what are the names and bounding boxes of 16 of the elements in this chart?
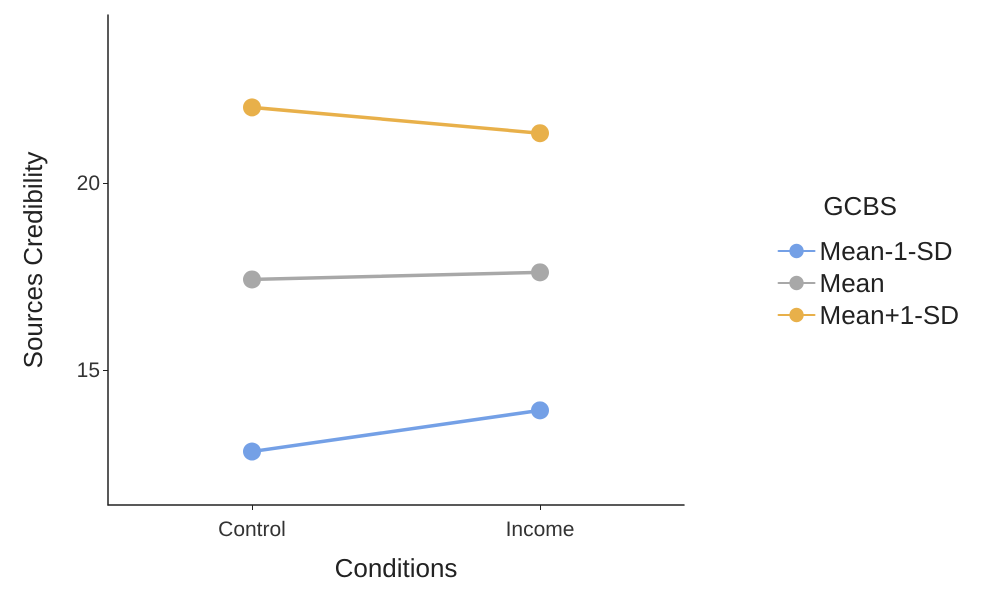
y-axis-title: Sources Credibility	[18, 152, 48, 368]
y-tick-label: 20	[76, 172, 100, 195]
point	[531, 263, 549, 282]
legend-label: Mean	[820, 268, 885, 298]
legend-title: GCBS	[823, 191, 898, 221]
x-tick-label: Income	[506, 518, 574, 541]
x-axis-title: Conditions	[334, 553, 458, 583]
point	[531, 401, 549, 420]
legend-label: Mean-1-SD	[820, 236, 952, 266]
point	[243, 98, 261, 116]
x-tick-label: Control	[218, 518, 286, 541]
legend-label: Mean+1-SD	[820, 300, 960, 330]
point	[243, 442, 261, 461]
y-tick-label: 15	[76, 358, 100, 382]
point	[243, 270, 261, 288]
point	[531, 124, 549, 142]
